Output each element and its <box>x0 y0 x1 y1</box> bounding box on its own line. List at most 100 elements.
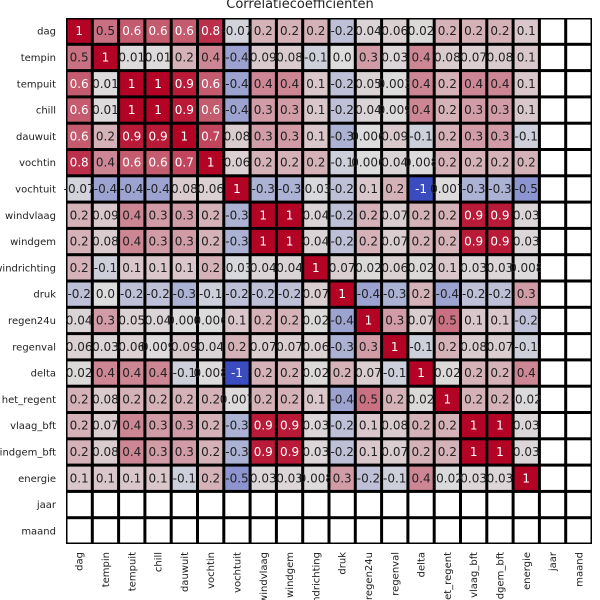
cell-value-label: 0.2 <box>464 24 483 38</box>
heatmap-cell <box>199 72 223 96</box>
heatmap-cell <box>146 19 170 43</box>
cell-value-label: 0.2 <box>201 445 220 459</box>
heatmap-cell <box>409 387 433 411</box>
heatmap-cell <box>409 440 433 464</box>
cell-value-label: 0.1 <box>122 261 141 275</box>
cell-value-label: 0.1 <box>175 261 194 275</box>
heatmap-cell <box>172 466 196 490</box>
cell-value-label: 0.06 <box>118 340 145 354</box>
cell-value-label: -0.2 <box>330 182 353 196</box>
cell-value-label: 0.03 <box>487 471 514 485</box>
cell-value-label: -0.03 <box>300 182 331 196</box>
cell-value-label: 0.3 <box>254 103 273 117</box>
heatmap-cell <box>277 256 302 280</box>
cell-value-label: 0.2 <box>254 156 273 170</box>
cell-value-label: 0.07 <box>408 313 435 327</box>
cell-value-label: 0.3 <box>517 287 536 301</box>
cell-value-label: 0.2 <box>280 156 299 170</box>
heatmap-cell <box>93 256 118 280</box>
heatmap-cell <box>330 440 354 464</box>
cell-value-label: 0.01 <box>92 103 119 117</box>
heatmap-cell <box>251 256 275 280</box>
cell-value-label: 0.6 <box>122 156 141 170</box>
heatmap-cell <box>93 19 118 43</box>
cell-value-label: -0.4 <box>94 182 117 196</box>
cell-value-label: -0.2 <box>462 287 485 301</box>
cell-value-label: 0.4 <box>254 77 273 91</box>
heatmap-cell <box>383 98 407 122</box>
cell-value-label: 0.01 <box>92 77 119 91</box>
cell-value-label: 0.3 <box>464 103 483 117</box>
heatmap-cell <box>67 229 91 254</box>
cell-value-label: 0.9 <box>175 103 194 117</box>
cell-value-label: -0.2 <box>330 24 353 38</box>
heatmap-cell <box>172 72 196 96</box>
heatmap-cell <box>409 308 433 333</box>
cell-value-label: 0.06 <box>381 261 408 275</box>
cell-value-label: 0.1 <box>149 471 168 485</box>
cell-value-label: 0.6 <box>122 24 141 38</box>
row-label: tempin <box>21 53 56 64</box>
cell-value-label: 0.07 <box>381 208 408 222</box>
heatmap-cell <box>488 466 512 490</box>
heatmap-cell <box>304 45 328 70</box>
cell-value-label: 0.2 <box>280 24 299 38</box>
cell-value-label: 0.3 <box>175 235 194 249</box>
heatmap-cell <box>199 492 223 517</box>
heatmap-cell <box>356 440 381 464</box>
cell-value-label: 0.3 <box>333 471 352 485</box>
heatmap-cell <box>462 256 486 280</box>
heatmap-cell <box>304 124 328 148</box>
heatmap-cell <box>462 177 486 201</box>
cell-value-label: 0.007 <box>430 182 464 196</box>
cell-value-label: 0.3 <box>280 103 299 117</box>
heatmap-cell <box>304 19 328 43</box>
cell-value-label: -0.5 <box>515 182 538 196</box>
cell-value-label: 1 <box>522 471 530 485</box>
heatmap-cell <box>488 414 512 438</box>
heatmap-cell <box>488 335 512 359</box>
heatmap-cell <box>356 98 381 122</box>
cell-value-label: 0.4 <box>122 445 141 459</box>
heatmap-cell <box>567 256 591 280</box>
cell-value-label: 0.2 <box>175 392 194 406</box>
cell-value-label: 0.02 <box>408 392 435 406</box>
row-label: vochtuit <box>15 184 56 195</box>
cell-value-label: 0.03 <box>381 50 408 64</box>
cell-value-label: 0.04 <box>250 261 277 275</box>
cell-value-label: 0.2 <box>438 445 457 459</box>
heatmap-cell <box>435 492 459 517</box>
cell-value-label: 1 <box>128 103 136 117</box>
cell-value-label: -0.3 <box>488 182 511 196</box>
heatmap-cell <box>225 229 249 254</box>
row-label: het_regent <box>2 395 56 406</box>
cell-value-label: 0.02 <box>302 313 329 327</box>
cell-value-label: 0.1 <box>359 182 378 196</box>
cell-value-label: 0.04 <box>197 340 224 354</box>
cell-value-label: -1 <box>415 182 427 196</box>
cell-value-label: 1 <box>181 129 189 143</box>
heatmap-cell <box>409 72 433 96</box>
heatmap-cell <box>462 45 486 70</box>
heatmap-cell <box>225 440 249 464</box>
heatmap-cell <box>540 98 565 122</box>
heatmap-cell <box>488 124 512 148</box>
cell-value-label: 0.3 <box>359 50 378 64</box>
heatmap-cell <box>120 19 144 43</box>
heatmap-cell <box>146 387 170 411</box>
cell-value-label: 0.2 <box>306 156 325 170</box>
heatmap-cell <box>567 414 591 438</box>
cell-value-label: 1 <box>259 208 267 222</box>
heatmap-cell <box>330 203 354 227</box>
column-label: windgem <box>285 552 296 598</box>
column-label: het_regent <box>443 552 454 600</box>
cell-value-label: 0.01 <box>145 50 172 64</box>
heatmap-cell <box>304 256 328 280</box>
heatmap-cell <box>225 45 249 70</box>
heatmap-cell <box>514 19 538 43</box>
heatmap-cell <box>304 519 328 543</box>
cell-value-label: -0.3 <box>173 287 196 301</box>
heatmap-cell <box>225 466 249 490</box>
heatmap-cell <box>514 519 538 543</box>
heatmap-cell <box>514 308 538 333</box>
